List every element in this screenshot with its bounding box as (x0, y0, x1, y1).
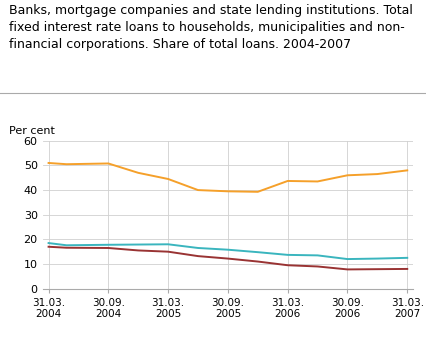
Non-financial enterprices (285, 253, 290, 257)
Line: Municipalities: Municipalities (49, 163, 407, 192)
Households (285, 263, 290, 268)
Households (315, 264, 320, 269)
Text: Banks, mortgage companies and state lending institutions. Total
fixed interest r: Banks, mortgage companies and state lend… (9, 4, 412, 51)
Non-financial enterprices (166, 242, 171, 246)
Non-financial enterprices (255, 250, 260, 254)
Non-financial enterprices (375, 257, 380, 261)
Non-financial enterprices (136, 243, 141, 247)
Households (345, 267, 350, 271)
Municipalities (345, 173, 350, 177)
Non-financial enterprices (345, 257, 350, 261)
Municipalities (285, 179, 290, 183)
Text: Per cent: Per cent (9, 126, 55, 136)
Non-financial enterprices (315, 253, 320, 258)
Non-financial enterprices (225, 247, 230, 252)
Households (405, 267, 410, 271)
Households (375, 267, 380, 271)
Municipalities (136, 171, 141, 175)
Households (136, 249, 141, 253)
Non-financial enterprices (46, 241, 51, 245)
Municipalities (46, 161, 51, 165)
Non-financial enterprices (106, 243, 111, 247)
Households (255, 259, 260, 264)
Households (166, 250, 171, 254)
Households (64, 246, 69, 250)
Line: Non-financial enterprices: Non-financial enterprices (49, 243, 407, 259)
Municipalities (225, 189, 230, 194)
Municipalities (375, 172, 380, 176)
Non-financial enterprices (405, 256, 410, 260)
Non-financial enterprices (64, 243, 69, 247)
Municipalities (315, 180, 320, 184)
Municipalities (405, 168, 410, 172)
Municipalities (255, 190, 260, 194)
Municipalities (196, 188, 201, 192)
Households (46, 245, 51, 249)
Line: Households: Households (49, 247, 407, 269)
Municipalities (166, 177, 171, 181)
Non-financial enterprices (196, 246, 201, 250)
Households (225, 257, 230, 261)
Municipalities (106, 161, 111, 165)
Municipalities (64, 162, 69, 166)
Households (196, 254, 201, 258)
Households (106, 246, 111, 250)
